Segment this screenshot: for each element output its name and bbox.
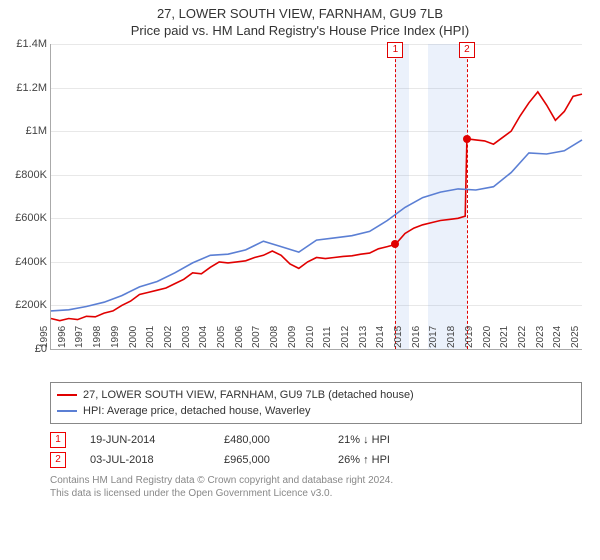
page-subtitle: Price paid vs. HM Land Registry's House … <box>10 23 590 38</box>
x-tick-label: 2025 <box>570 326 581 348</box>
x-tick-label: 2023 <box>535 326 546 348</box>
x-tick-label: 2024 <box>552 326 563 348</box>
y-tick-label: £800K <box>7 169 47 181</box>
y-tick-label: £1.4M <box>7 38 47 50</box>
x-tick-label: 2010 <box>305 326 316 348</box>
event-number: 2 <box>50 452 66 468</box>
price-marker <box>463 135 471 143</box>
price-chart: £0£200K£400K£600K£800K£1M£1.2M£1.4M12 19… <box>50 44 582 374</box>
event-number: 1 <box>50 432 66 448</box>
x-tick-label: 2019 <box>464 326 475 348</box>
x-tick-label: 2006 <box>234 326 245 348</box>
series-line <box>51 140 582 311</box>
x-tick-label: 2022 <box>517 326 528 348</box>
x-tick-label: 2009 <box>287 326 298 348</box>
x-tick-label: 2004 <box>198 326 209 348</box>
x-tick-label: 2008 <box>269 326 280 348</box>
x-tick-label: 2018 <box>446 326 457 348</box>
page-title: 27, LOWER SOUTH VIEW, FARNHAM, GU9 7LB <box>10 6 590 21</box>
x-tick-label: 1995 <box>39 326 50 348</box>
series-line <box>51 92 582 321</box>
x-tick-label: 2012 <box>340 326 351 348</box>
legend: 27, LOWER SOUTH VIEW, FARNHAM, GU9 7LB (… <box>50 382 582 424</box>
legend-item: HPI: Average price, detached house, Wave… <box>57 403 575 419</box>
x-tick-label: 2020 <box>482 326 493 348</box>
y-tick-label: £400K <box>7 256 47 268</box>
x-tick-label: 2014 <box>375 326 386 348</box>
legend-item: 27, LOWER SOUTH VIEW, FARNHAM, GU9 7LB (… <box>57 387 575 403</box>
event-price: £965,000 <box>224 454 314 466</box>
x-tick-label: 2015 <box>393 326 404 348</box>
event-date: 19-JUN-2014 <box>90 434 200 446</box>
y-tick-label: £1.2M <box>7 82 47 94</box>
event-marker: 1 <box>387 42 403 58</box>
x-tick-label: 1996 <box>57 326 68 348</box>
event-row: 2 03-JUL-2018 £965,000 26% ↑ HPI <box>50 452 582 468</box>
event-table: 1 19-JUN-2014 £480,000 21% ↓ HPI 2 03-JUL-201… <box>50 432 582 468</box>
event-price: £480,000 <box>224 434 314 446</box>
event-row: 1 19-JUN-2014 £480,000 21% ↓ HPI <box>50 432 582 448</box>
x-tick-label: 2017 <box>428 326 439 348</box>
event-note: 26% ↑ HPI <box>338 454 390 466</box>
y-tick-label: £1M <box>7 125 47 137</box>
legend-label: HPI: Average price, detached house, Wave… <box>83 405 310 417</box>
footer-text: Contains HM Land Registry data © Crown c… <box>50 474 582 500</box>
x-tick-label: 2021 <box>499 326 510 348</box>
x-tick-label: 2002 <box>163 326 174 348</box>
x-tick-label: 2016 <box>411 326 422 348</box>
x-tick-label: 2001 <box>145 326 156 348</box>
x-tick-label: 1998 <box>92 326 103 348</box>
x-tick-label: 2003 <box>181 326 192 348</box>
x-tick-label: 1999 <box>110 326 121 348</box>
legend-label: 27, LOWER SOUTH VIEW, FARNHAM, GU9 7LB (… <box>83 389 414 401</box>
event-date: 03-JUL-2018 <box>90 454 200 466</box>
y-tick-label: £600K <box>7 212 47 224</box>
x-tick-label: 2011 <box>322 326 333 348</box>
price-marker <box>391 240 399 248</box>
event-note: 21% ↓ HPI <box>338 434 390 446</box>
x-tick-label: 2000 <box>128 326 139 348</box>
x-tick-label: 2013 <box>358 326 369 348</box>
x-tick-label: 1997 <box>74 326 85 348</box>
x-tick-label: 2005 <box>216 326 227 348</box>
y-tick-label: £200K <box>7 299 47 311</box>
x-tick-label: 2007 <box>251 326 262 348</box>
event-marker: 2 <box>459 42 475 58</box>
